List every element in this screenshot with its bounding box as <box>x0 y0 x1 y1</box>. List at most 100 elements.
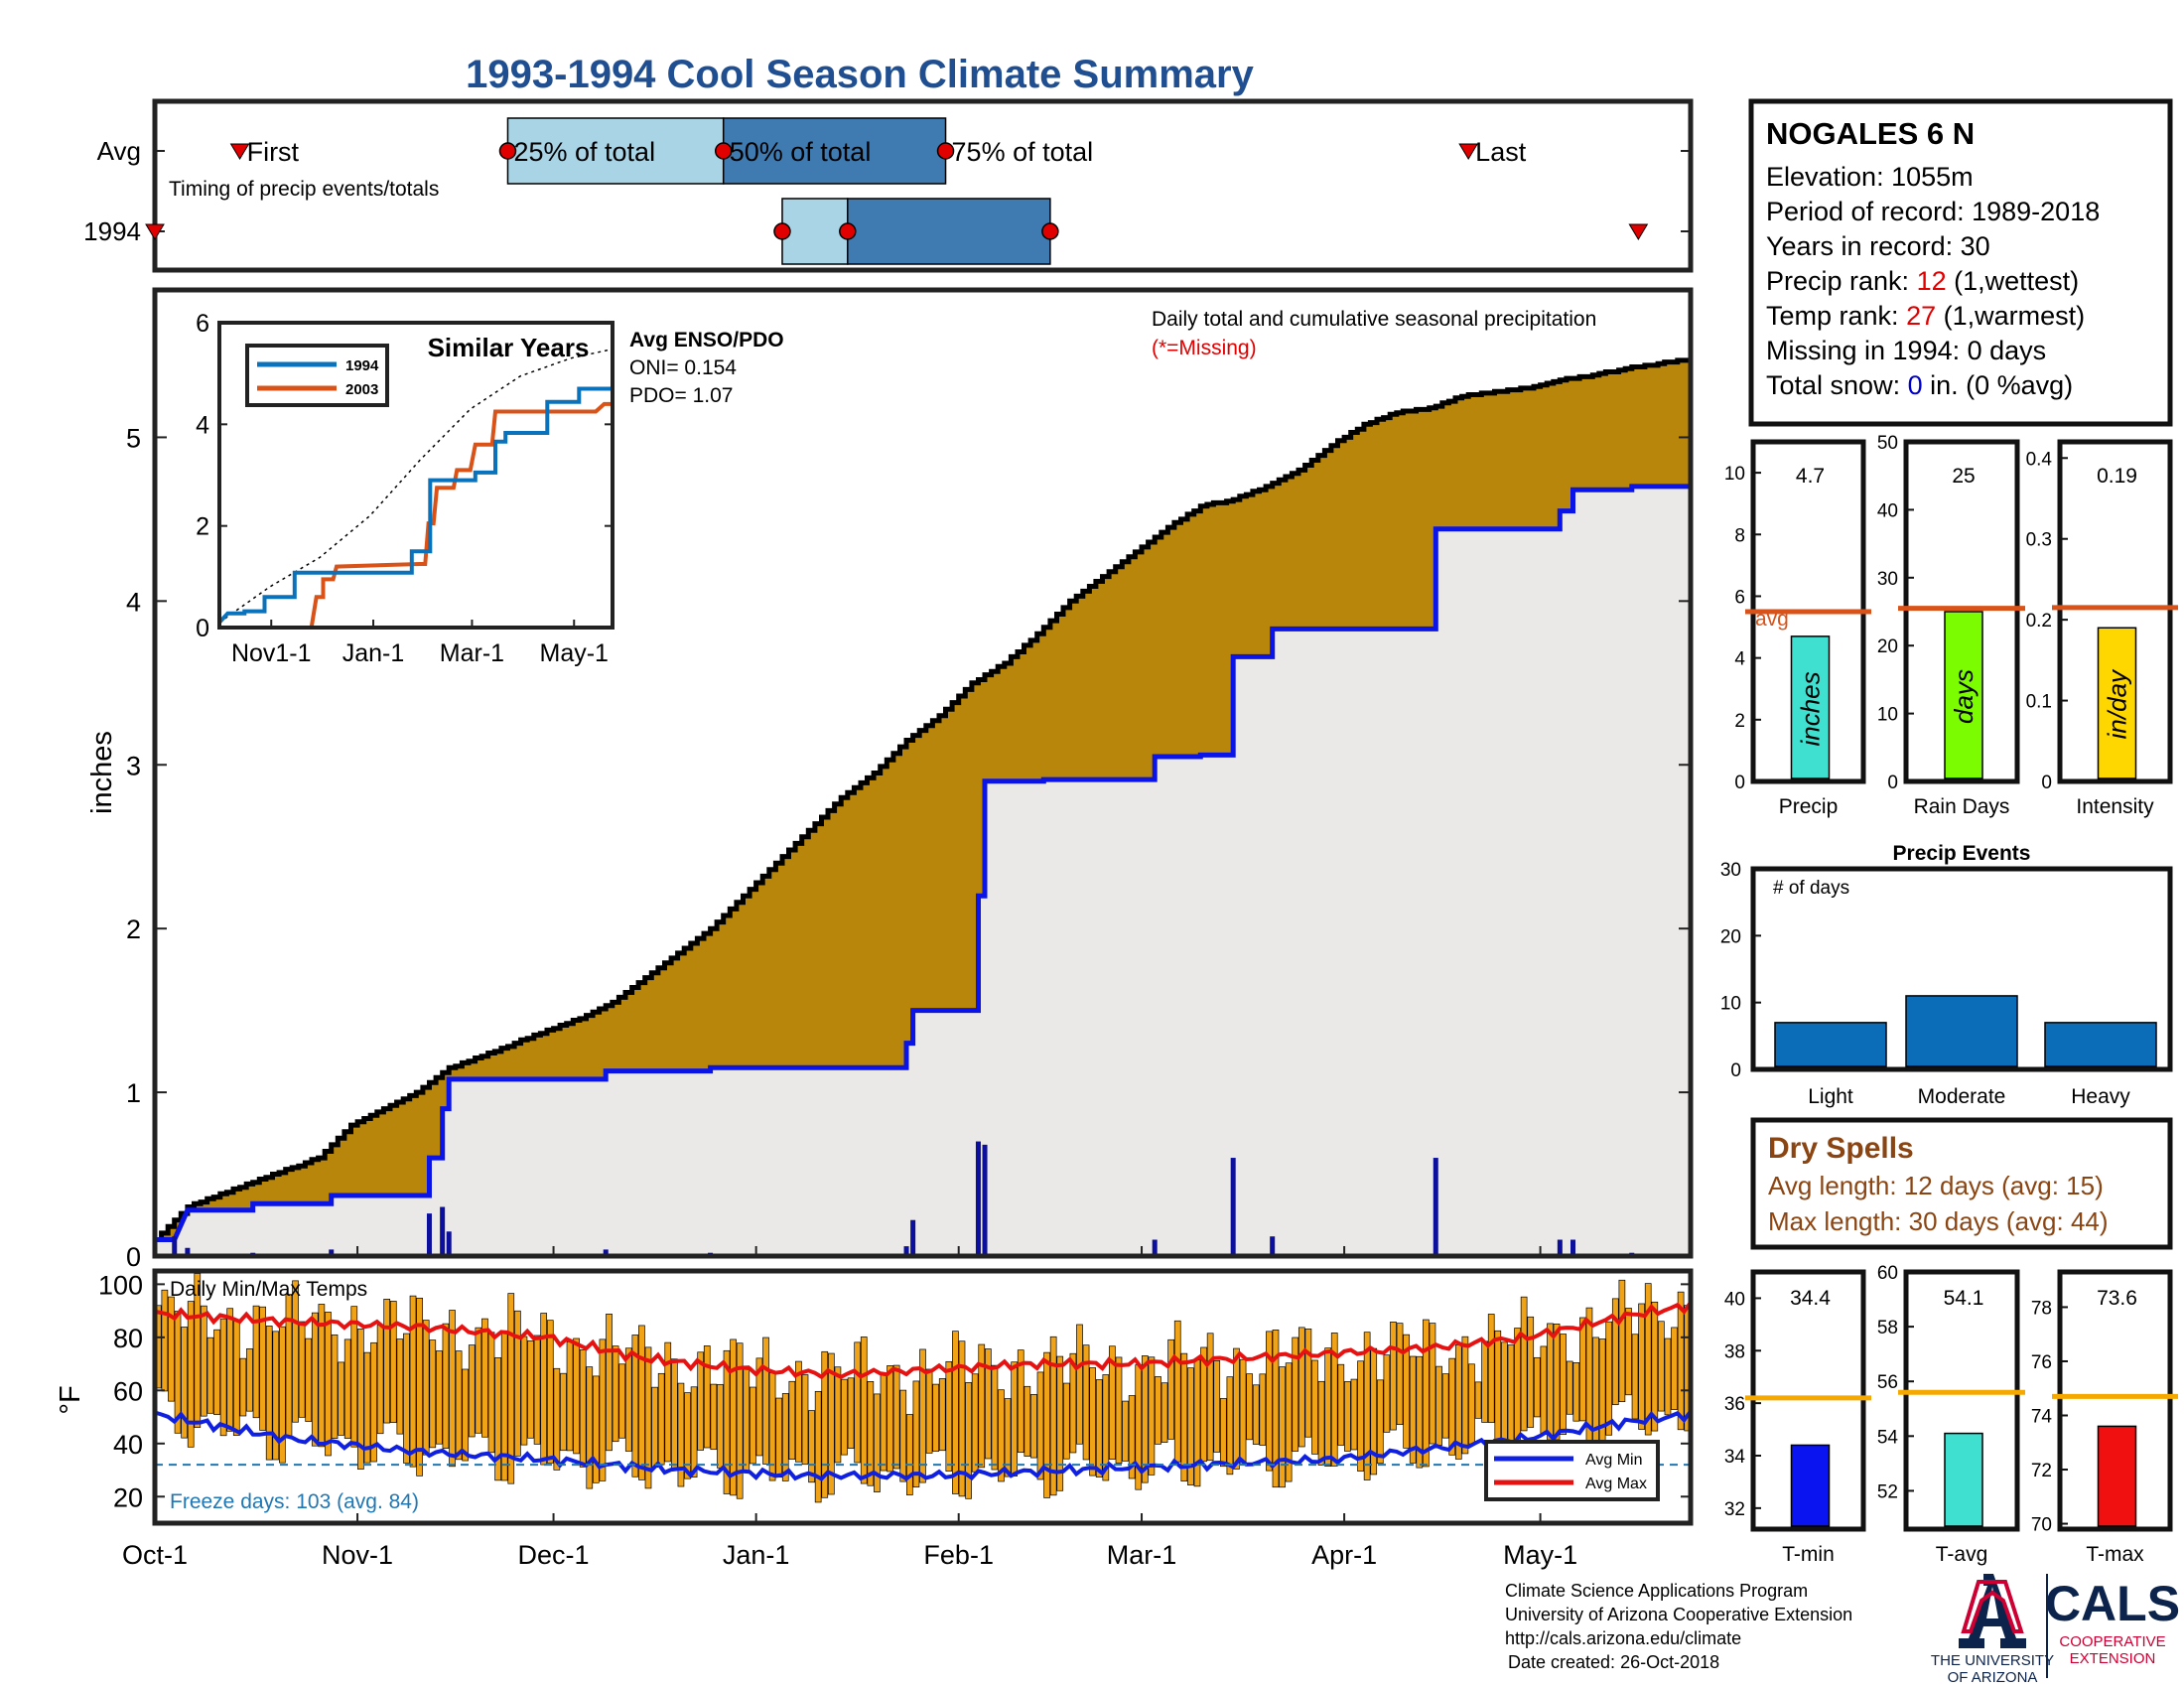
daily-temp-bar <box>932 1383 940 1452</box>
daily-temp-bar <box>847 1377 855 1449</box>
temp-bar-y-tick-label: 60 <box>1877 1263 1898 1284</box>
cals-wordmark: CALS <box>2045 1576 2180 1631</box>
daily-temp-bar <box>246 1347 253 1412</box>
temp-bar-y-tick-label: 38 <box>1724 1341 1745 1362</box>
daily-precip-bar <box>1230 1158 1236 1256</box>
daily-temp-bar <box>1285 1362 1293 1482</box>
daily-temp-bar <box>998 1389 1005 1482</box>
daily-temp-bar <box>892 1364 900 1470</box>
summary-y-tick-label: 0.2 <box>2026 611 2052 632</box>
daily-temp-bar <box>487 1332 495 1454</box>
daily-temp-bar <box>1337 1363 1345 1446</box>
daily-precip-bar <box>982 1144 988 1256</box>
daily-temp-bar <box>1279 1366 1286 1488</box>
daily-temp-bar <box>919 1348 926 1483</box>
daily-temp-bar <box>1677 1291 1685 1431</box>
daily-temp-bar <box>612 1345 619 1443</box>
daily-temp-bar <box>1252 1384 1260 1445</box>
daily-precip-bar <box>1270 1236 1276 1256</box>
daily-temp-bar <box>1429 1323 1436 1445</box>
daily-temp-bar <box>991 1364 999 1471</box>
enso-title: Avg ENSO/PDO <box>629 329 784 352</box>
daily-temp-bar <box>1036 1371 1044 1480</box>
daily-temp-bar <box>606 1313 613 1452</box>
daily-temp-bar <box>750 1386 756 1465</box>
x-tick-label: Oct-1 <box>122 1540 188 1570</box>
daily-temp-bar <box>1520 1296 1528 1432</box>
daily-temp-bar <box>1350 1378 1358 1451</box>
main-frame <box>152 287 1694 1259</box>
daily-temp-bar <box>971 1373 979 1473</box>
daily-temp-bar <box>161 1289 169 1392</box>
daily-precip-bar <box>440 1206 446 1256</box>
daily-temp-bar <box>1474 1381 1482 1419</box>
daily-temp-bar <box>527 1339 534 1439</box>
daily-temp-bar <box>952 1331 959 1494</box>
temp-bar-y-tick-label: 34 <box>1724 1447 1746 1468</box>
summary-y-tick-label: 10 <box>1877 705 1898 726</box>
daily-temp-bar <box>867 1380 875 1486</box>
daily-precip-bar <box>172 1236 178 1256</box>
oni-value: ONI= 0.154 <box>629 356 737 379</box>
x-tick-label: Apr-1 <box>1311 1540 1377 1570</box>
event-category: Heavy <box>2071 1085 2130 1108</box>
daily-temp-bar <box>540 1313 548 1466</box>
daily-temp-bar <box>1187 1367 1194 1485</box>
temp-bar-y-tick-label: 58 <box>1877 1318 1898 1338</box>
daily-temp-bar <box>880 1373 887 1472</box>
daily-temp-bar <box>272 1331 280 1461</box>
temp-bar-y-tick-label: 78 <box>2031 1298 2052 1319</box>
events-y-tick-label: 10 <box>1720 994 1741 1015</box>
daily-temp-bar <box>795 1360 802 1463</box>
daily-temp-bar <box>1671 1327 1678 1410</box>
daily-precip-bar <box>975 1141 981 1256</box>
daily-temp-bar <box>1004 1398 1012 1477</box>
snow-label: Total snow: <box>1766 370 1908 400</box>
summary-y-tick-label: 30 <box>1877 569 1898 590</box>
cals-line-1: COOPERATIVE <box>2059 1633 2165 1650</box>
temp-y-axis-label: °F <box>55 1385 86 1414</box>
temp-value: 34.4 <box>1790 1287 1831 1310</box>
daily-temp-bar <box>1259 1373 1267 1446</box>
y1994-p25-marker <box>773 222 791 240</box>
daily-temp-bar <box>455 1350 463 1461</box>
legend-label-2003: 2003 <box>345 381 378 398</box>
credits-block: Climate Science Applications Program Uni… <box>1505 1581 1852 1672</box>
avg-first-marker <box>229 143 250 160</box>
avg-q1-box <box>506 117 725 185</box>
daily-temp-bar <box>520 1336 528 1446</box>
daily-temp-bar <box>1644 1283 1652 1436</box>
daily-temp-bar <box>298 1321 306 1418</box>
y-tick-label: 2 <box>126 914 141 944</box>
daily-temp-bar <box>1441 1373 1449 1439</box>
avg-max-line <box>154 1301 1693 1380</box>
y1994-p50-marker <box>839 222 857 240</box>
credit-line-1: Climate Science Applications Program <box>1505 1581 1808 1601</box>
daily-temp-bar <box>429 1339 437 1449</box>
years-in-record: Years in record: 30 <box>1766 231 1990 261</box>
daily-temp-bar <box>1115 1356 1123 1465</box>
daily-temp-bar <box>573 1337 580 1455</box>
similar-years-inset: 0 2 4 6 Nov1-1 Jan-1 Mar-1 May-1 Similar Years 19… <box>196 310 614 667</box>
inset-frame <box>217 321 614 630</box>
dry-spells-title: Dry Spells <box>1768 1132 1914 1165</box>
daily-temp-bar <box>1226 1376 1234 1476</box>
daily-temp-bar <box>1376 1379 1384 1465</box>
daily-temp-bar <box>899 1389 907 1482</box>
daily-temp-bar <box>841 1378 848 1456</box>
inset-x-tick-label: Jan-1 <box>342 639 405 667</box>
daily-temp-bar <box>1089 1367 1096 1477</box>
temp-value: 73.6 <box>2097 1287 2137 1310</box>
y1994-cumulative-area <box>155 486 1691 1256</box>
university-of-arizona-logo: THE UNIVERSITY OF ARIZONA <box>1931 1574 2054 1686</box>
daily-temp-bar <box>762 1336 769 1465</box>
summary-y-tick-label: 20 <box>1877 636 1898 657</box>
daily-temp-bar <box>325 1312 332 1457</box>
daily-temp-bar <box>553 1367 561 1471</box>
missing-days: Missing in 1994: 0 days <box>1766 336 2046 365</box>
daily-temp-bar <box>1566 1360 1573 1415</box>
inset-y-tick-label: 6 <box>196 310 209 338</box>
temp-y-tick-label: 20 <box>113 1482 143 1512</box>
daily-temp-bar <box>318 1304 326 1448</box>
temp-bar-y-tick-label: 76 <box>2031 1352 2052 1373</box>
